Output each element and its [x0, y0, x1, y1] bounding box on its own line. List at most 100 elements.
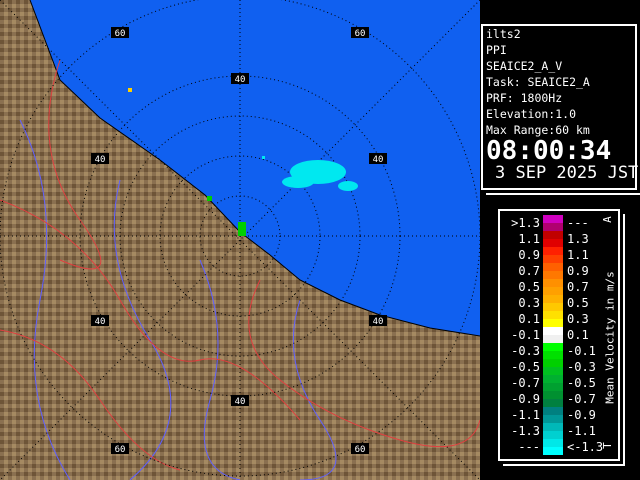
legend-lower-label: -1.3: [511, 424, 540, 438]
product-name: SEAICE2_A_V: [486, 59, 563, 73]
scan-mode: PPI: [486, 43, 507, 57]
legend-color-swatch: [543, 295, 563, 303]
legend-row: -0.5 -0.3: [500, 359, 600, 375]
legend-row: 0.9 1.1: [500, 247, 600, 263]
ring-label: 40: [235, 75, 246, 85]
ring-label: 40: [373, 317, 384, 327]
legend-color-swatch: [543, 367, 563, 375]
legend-color-swatch: [543, 335, 563, 343]
legend-lower-label: -0.1: [511, 328, 540, 342]
legend-lower-label: -0.7: [511, 376, 540, 390]
ring-label: 60: [115, 29, 126, 39]
legend-row: 0.7 0.9: [500, 263, 600, 279]
elevation-value: Elevation:1.0: [486, 107, 577, 121]
legend-upper-label: -0.7: [567, 392, 596, 406]
legend-color-swatch: [543, 271, 563, 279]
legend-lower-label: 0.1: [518, 312, 540, 326]
legend-color-swatch: [543, 247, 563, 255]
legend-color-swatch: [543, 391, 563, 399]
legend-color-swatch: [543, 231, 563, 239]
legend-lower-label: 0.7: [518, 264, 540, 278]
velocity-color-legend: Mean Velocity in m/s A T >1.3 --- 1.1 1.3 0.…: [498, 209, 620, 461]
legend-row: -0.1 0.1: [500, 327, 600, 343]
legend-row: -1.3 -1.1: [500, 423, 600, 439]
rivers: [0, 59, 480, 480]
legend-upper-label: -0.3: [567, 360, 596, 374]
legend-row: >1.3 ---: [500, 215, 600, 231]
ring-label: 40: [95, 155, 106, 165]
legend-upper-label: 0.9: [567, 264, 589, 278]
legend-color-swatch: [543, 279, 563, 287]
legend-color-swatch: [543, 359, 563, 367]
legend-color-swatch: [543, 215, 563, 223]
echoes: [128, 88, 358, 236]
legend-lower-label: 0.5: [518, 280, 540, 294]
legend-upper-label: ---: [567, 216, 589, 230]
legend-color-swatch: [543, 375, 563, 383]
ring-label: 40: [95, 317, 106, 327]
legend-color-swatch: [543, 327, 563, 335]
legend-row: 1.1 1.3: [500, 231, 600, 247]
legend-color-swatch: [543, 399, 563, 407]
site-name: ilts2: [486, 27, 521, 41]
legend-upper-label: -0.9: [567, 408, 596, 422]
legend-color-swatch: [543, 255, 563, 263]
ring-label: 60: [355, 445, 366, 455]
ring-labels: 40 40 40 40 40 40 60 60 60 60: [91, 27, 387, 455]
legend-color-swatch: [543, 383, 563, 391]
legend-color-swatch: [543, 263, 563, 271]
legend-row: -0.9 -0.7: [500, 391, 600, 407]
legend-row: -1.1 -0.9: [500, 407, 600, 423]
legend-lower-label: >1.3: [511, 216, 540, 230]
legend-color-swatch: [543, 431, 563, 439]
legend-row: -0.3 -0.1: [500, 343, 600, 359]
sea-area: [30, 0, 480, 336]
radar-ppi-map[interactable]: 40 40 40 40 40 40 60 60 60 60: [0, 0, 480, 480]
legend-color-swatch: [543, 447, 563, 455]
legend-color-swatch: [543, 415, 563, 423]
legend-upper-label: 1.3: [567, 232, 589, 246]
info-panel: ilts2 PPI SEAICE2_A_V Task: SEAICE2_A PR…: [481, 24, 639, 190]
legend-lower-label: -0.9: [511, 392, 540, 406]
legend-upper-label: -1.1: [567, 424, 596, 438]
max-range-value: Max Range:60 km: [486, 123, 590, 137]
legend-color-swatch: [543, 423, 563, 431]
legend-upper-label: -0.1: [567, 344, 596, 358]
legend-color-swatch: [543, 439, 563, 447]
legend-lower-label: 0.3: [518, 296, 540, 310]
observation-date: 3 SEP 2025 JST: [495, 163, 639, 183]
task-name: Task: SEAICE2_A: [486, 75, 590, 89]
ring-label: 60: [355, 29, 366, 39]
legend-color-swatch: [543, 351, 563, 359]
legend-row: -0.7 -0.5: [500, 375, 600, 391]
legend-upper-label: 0.1: [567, 328, 589, 342]
legend-upper-label: 0.7: [567, 280, 589, 294]
legend-lower-label: 0.9: [518, 248, 540, 262]
legend-upper-label: <-1.3: [567, 440, 604, 454]
legend-color-swatch: [543, 343, 563, 351]
legend-row: 0.3 0.5: [500, 295, 600, 311]
legend-upper-label: 1.1: [567, 248, 589, 262]
legend-row: 0.1 0.3: [500, 311, 600, 327]
legend-upper-label: 0.3: [567, 312, 589, 326]
legend-color-swatch: [543, 223, 563, 231]
legend-lower-label: -0.3: [511, 344, 540, 358]
legend-color-swatch: [543, 319, 563, 327]
legend-row: --- <-1.3: [500, 439, 603, 455]
prf-value: PRF: 1800Hz: [486, 91, 563, 105]
legend-color-swatch: [543, 287, 563, 295]
legend-lower-label: -1.1: [511, 408, 540, 422]
legend-lower-label: -0.5: [511, 360, 540, 374]
legend-row: 0.5 0.7: [500, 279, 600, 295]
legend-color-swatch: [543, 239, 563, 247]
ring-label: 40: [373, 155, 384, 165]
observation-time: 08:00:34: [486, 136, 612, 166]
legend-upper-label: -0.5: [567, 376, 596, 390]
legend-lower-label: 1.1: [518, 232, 540, 246]
ring-label: 40: [235, 397, 246, 407]
legend-color-swatch: [543, 407, 563, 415]
legend-lower-label: ---: [518, 440, 540, 454]
legend-upper-label: 0.5: [567, 296, 589, 310]
legend-color-swatch: [543, 303, 563, 311]
ring-label: 60: [115, 445, 126, 455]
